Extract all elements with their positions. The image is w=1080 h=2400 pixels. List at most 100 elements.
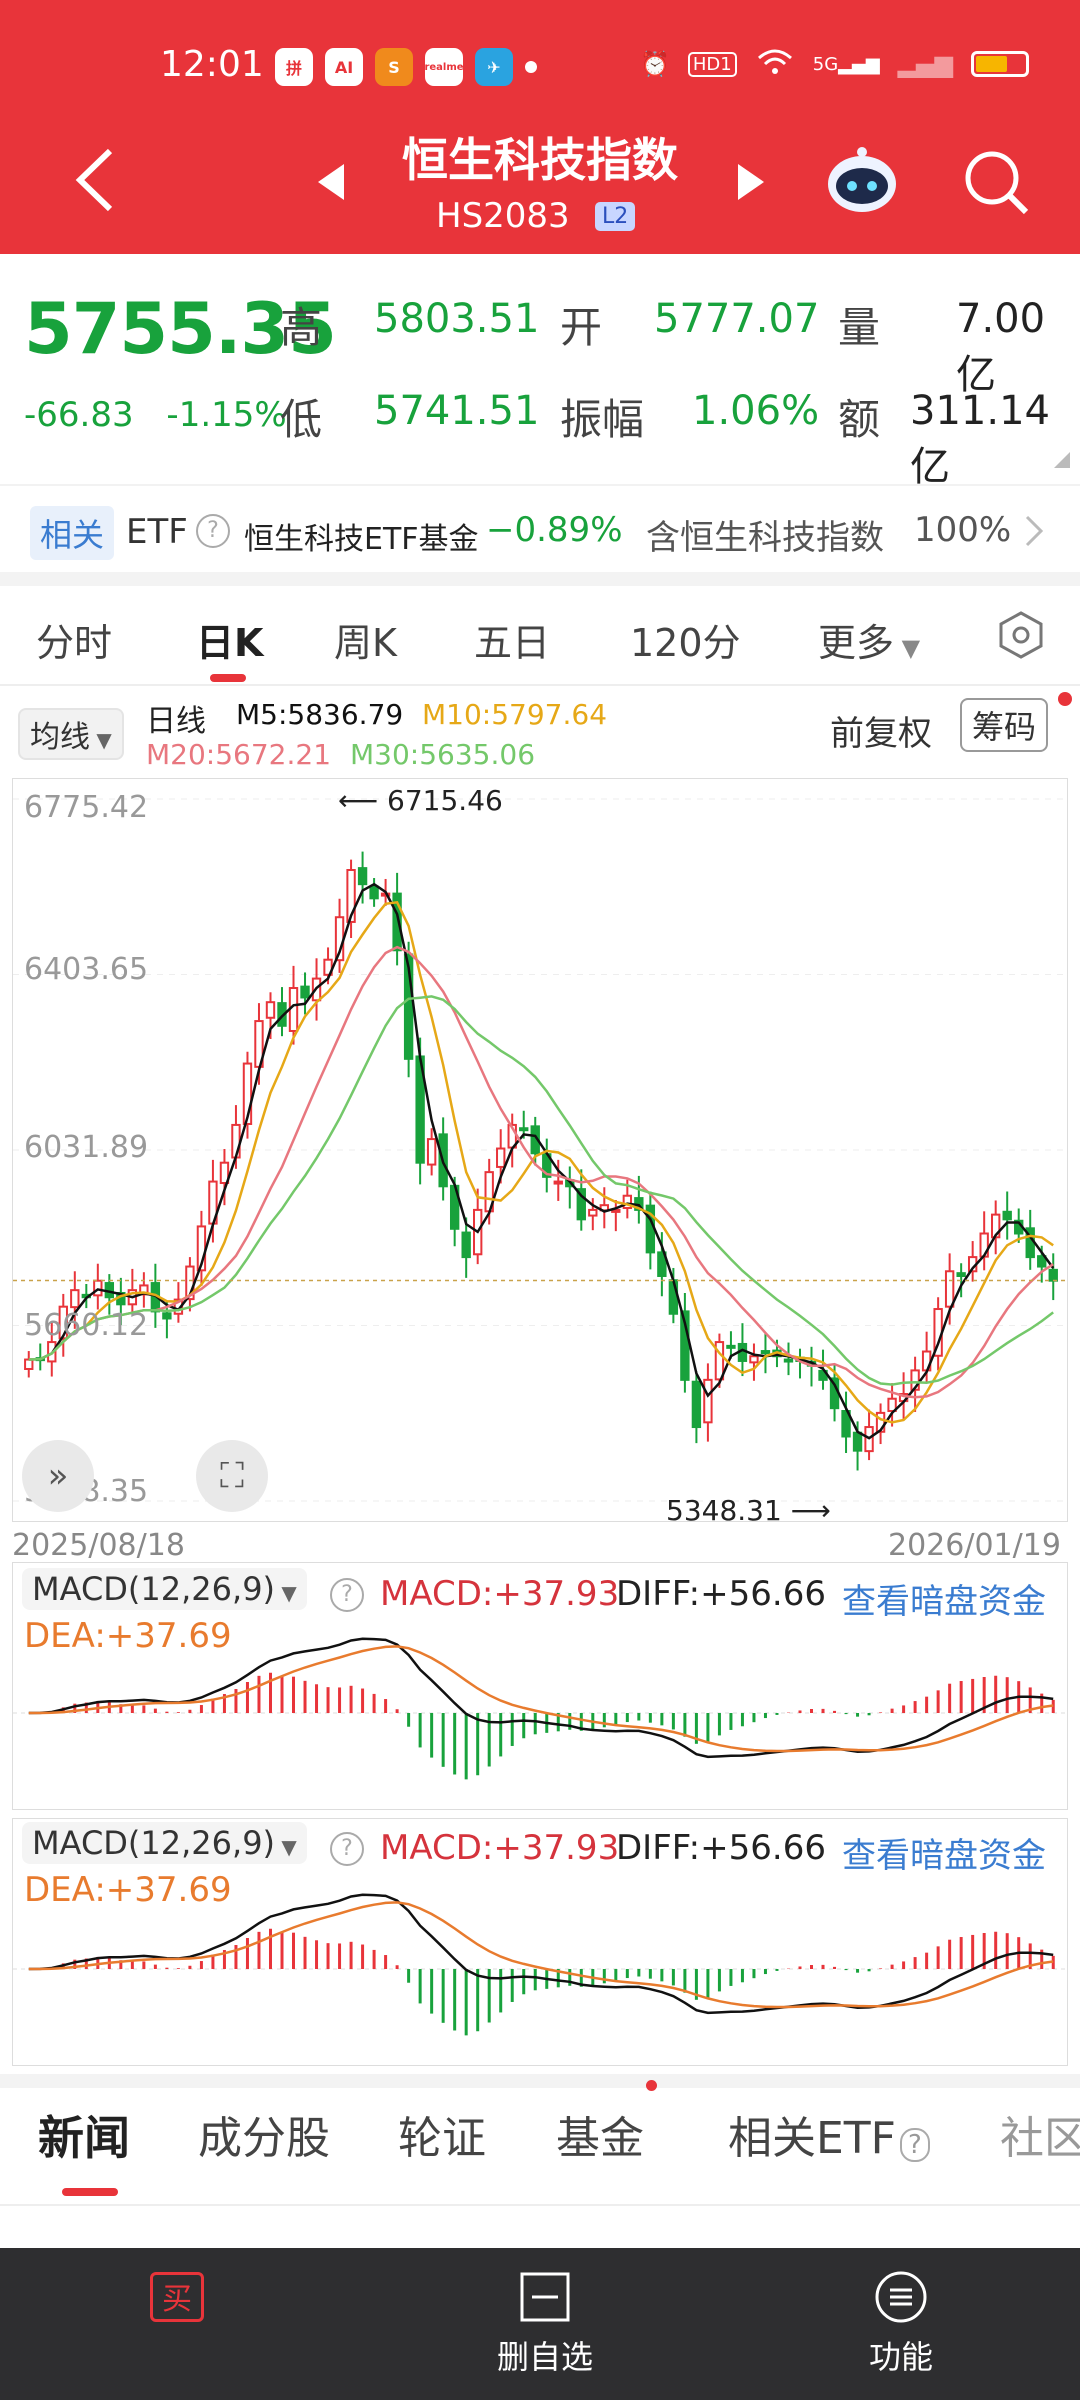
candle-body <box>553 1180 563 1185</box>
candle-body <box>657 1251 667 1277</box>
weight-value: 100% <box>914 510 1012 550</box>
l2-badge: L2 <box>595 202 636 231</box>
tab-120-min[interactable]: 120分 <box>630 621 741 665</box>
tab-daily-k[interactable]: 日K <box>196 621 264 665</box>
next-stock-icon[interactable] <box>736 164 764 204</box>
stock-code: HS2083 <box>436 196 570 236</box>
dea-line <box>28 1901 1054 2009</box>
menu-icon <box>875 2271 927 2323</box>
y-tick-2: 6403.65 <box>24 952 149 987</box>
amount-value: 311.14亿 <box>910 388 1050 490</box>
back-icon[interactable] <box>70 145 120 219</box>
status-system-icons: ⏰ HD1 5G▂▄▆ ▂▄▆ <box>640 46 1030 82</box>
kline-chart[interactable] <box>12 778 1069 1522</box>
page-title: 恒生科技指数 <box>402 133 678 187</box>
etf-name[interactable]: 恒生科技ETF基金 <box>244 522 479 557</box>
content-divider <box>0 2204 1080 2206</box>
candle-body <box>242 1062 253 1125</box>
macd-svg-2 <box>13 1893 1069 2036</box>
chevron-right-icon[interactable] <box>1024 514 1044 552</box>
price-change: -66.83 -1.15% <box>24 395 287 435</box>
macd-2-selector[interactable]: MACD(12,26,9) ▼ <box>22 1822 307 1864</box>
search-icon[interactable] <box>962 148 1032 222</box>
max-annotation: ⟵ 6715.46 <box>338 784 503 817</box>
x-start-date: 2025/08/18 <box>12 1528 185 1563</box>
tab-fenshi[interactable]: 分时 <box>36 621 113 665</box>
robot-assistant-icon[interactable] <box>824 144 900 220</box>
candle-body <box>576 1188 586 1221</box>
left-arrow-icon: ⟵ <box>338 784 388 817</box>
settings-hex-icon[interactable] <box>996 610 1046 664</box>
header-bar <box>0 0 1080 254</box>
high-value: 5803.51 <box>374 296 540 342</box>
help-icon[interactable]: ? <box>196 514 230 548</box>
ma-m30: M30:5635.06 <box>350 738 536 771</box>
macd-1-selector[interactable]: MACD(12,26,9) ▼ <box>22 1568 307 1610</box>
expand-arrows-icon[interactable]: » <box>22 1440 94 1512</box>
related-etf-bar[interactable] <box>0 484 1080 582</box>
remove-icon <box>520 2272 570 2322</box>
ma-selector-dropdown[interactable]: 均线 ▼ <box>18 708 124 760</box>
candle-body <box>403 953 414 1060</box>
candle-body <box>691 1380 702 1429</box>
candle-body <box>369 885 379 900</box>
macd-2-help-icon[interactable]: ? <box>330 1832 364 1866</box>
battery-icon <box>971 51 1030 77</box>
candle-body <box>783 1358 794 1363</box>
function-button[interactable]: 功能 <box>836 2270 966 2378</box>
section-separator <box>0 572 1080 586</box>
content-tab-news[interactable]: 新闻 <box>38 2111 130 2165</box>
macd-panel-1[interactable] <box>12 1562 1069 1810</box>
candle-body <box>357 867 368 886</box>
app-icon-3: S <box>375 48 413 86</box>
chip-distribution-button[interactable]: 筹码 <box>960 698 1049 752</box>
tab-five-day[interactable]: 五日 <box>474 621 551 665</box>
etf-change: −0.89% <box>486 510 623 550</box>
macd-svg-1 <box>13 1637 1069 1780</box>
ma-m10: M10:5797.64 <box>422 698 608 731</box>
open-value: 5777.07 <box>654 296 820 342</box>
candle-body <box>852 1431 863 1452</box>
content-tab-constituents[interactable]: 成分股 <box>198 2113 330 2164</box>
buy-button[interactable]: 买 <box>150 2272 204 2322</box>
candle-body <box>714 1341 725 1381</box>
content-tab-community[interactable]: 社区 <box>1000 2113 1080 2164</box>
candle-body <box>622 1194 633 1210</box>
candle-body <box>588 1208 598 1217</box>
wifi-icon <box>755 46 795 82</box>
expand-corner-icon[interactable] <box>1054 452 1070 468</box>
macd-2-value: MACD:+37.93 <box>380 1828 620 1868</box>
app-icon-4: realme <box>424 48 464 86</box>
macd-2-link[interactable]: 查看暗盘资金 <box>842 1836 1046 1876</box>
macd-1-help-icon[interactable]: ? <box>330 1578 364 1612</box>
prev-stock-icon[interactable] <box>318 164 346 204</box>
content-tab-warrants[interactable]: 轮证 <box>398 2113 486 2164</box>
macd-2-diff: DIFF:+56.66 <box>616 1828 826 1868</box>
content-tab-funds[interactable]: 基金 <box>556 2113 644 2164</box>
remove-watchlist-button[interactable]: 删自选 <box>480 2270 610 2378</box>
tab-weekly-k[interactable]: 周K <box>334 621 397 665</box>
fuquan-toggle[interactable]: 前复权 <box>830 714 932 754</box>
etf-prefix: ETF <box>126 512 188 552</box>
high-label: 高 <box>280 303 323 352</box>
candle-body <box>749 1355 759 1364</box>
fullscreen-icon[interactable]: ⛶ <box>196 1440 268 1512</box>
contains-label: 含恒生科技指数 <box>646 518 884 558</box>
tab-more[interactable]: 更多 ▼ <box>818 621 921 665</box>
candle-body <box>265 1001 276 1019</box>
content-tab-related-etf[interactable]: 相关ETF? <box>728 2102 930 2166</box>
candle-body <box>519 1127 529 1132</box>
candle-body <box>300 985 310 999</box>
candle-body <box>461 1231 471 1259</box>
macd-1-link[interactable]: 查看暗盘资金 <box>842 1582 1046 1622</box>
candle-body <box>910 1369 920 1391</box>
ma-m20: M20:5672.21 <box>146 738 332 771</box>
related-tag: 相关 <box>30 506 115 560</box>
open-label: 开 <box>560 303 603 352</box>
function-label: 功能 <box>868 2338 933 2376</box>
dropdown-caret-icon: ▼ <box>894 634 921 662</box>
macd-panel-2[interactable] <box>12 1818 1069 2066</box>
candle-body <box>680 1310 690 1381</box>
change-value: -66.83 <box>24 395 134 435</box>
macd-2-dea: DEA:+37.69 <box>24 1870 232 1910</box>
